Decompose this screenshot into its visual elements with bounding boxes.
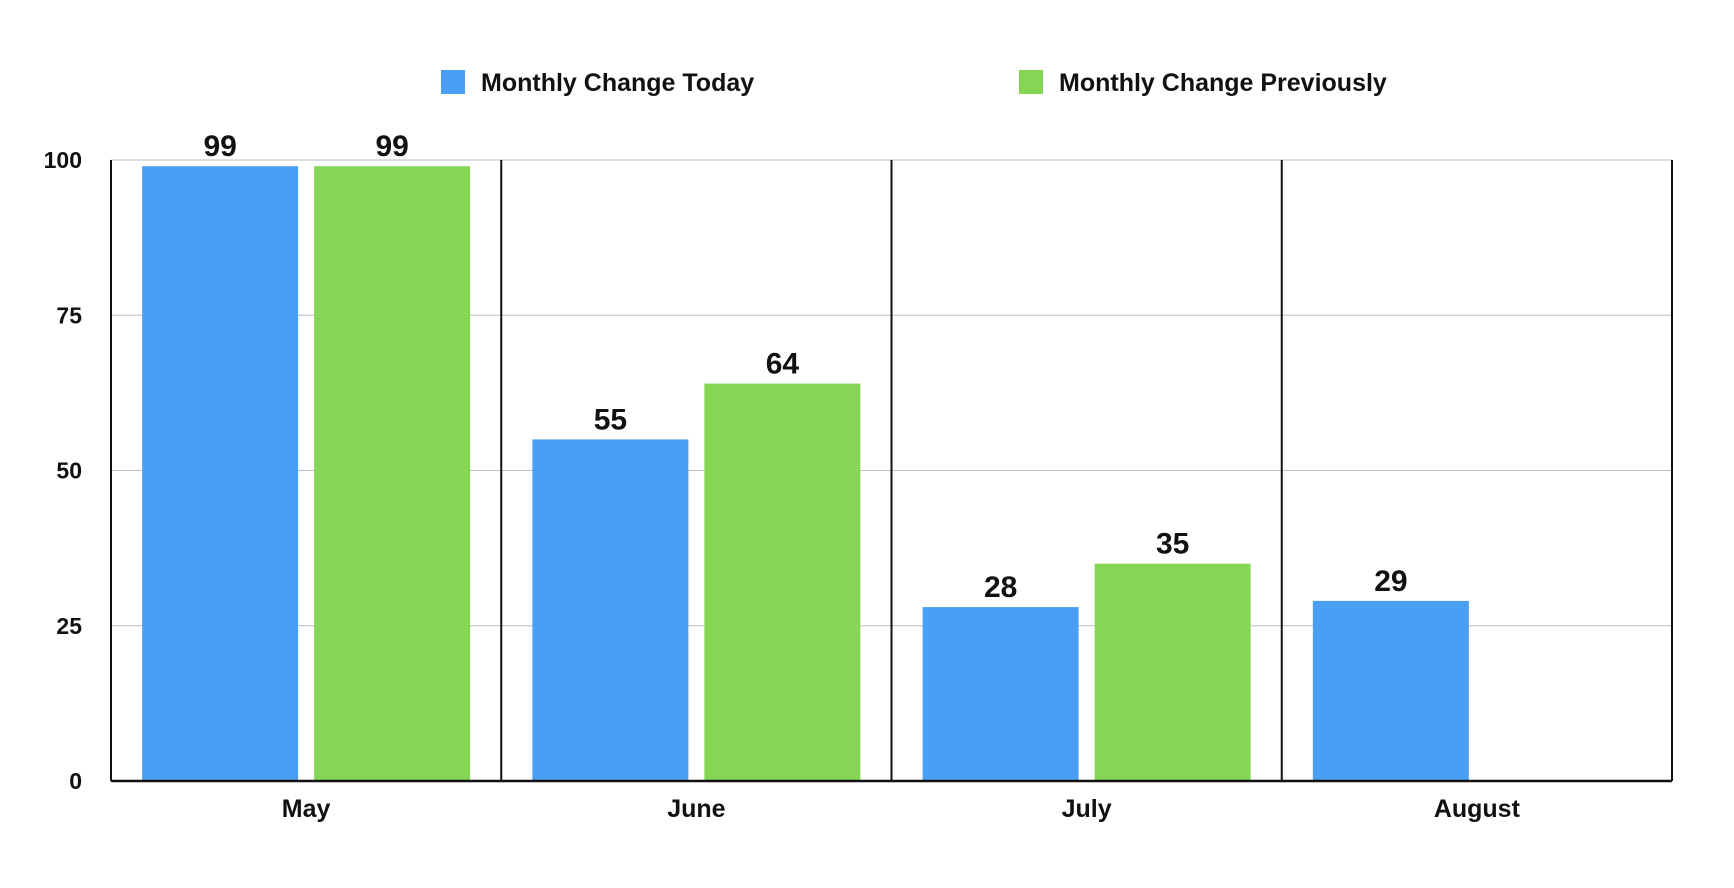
data-label: 28 — [984, 571, 1017, 604]
bar-july-series-1 — [922, 607, 1079, 781]
legend-swatch — [1019, 70, 1043, 94]
bar-august-series-1 — [1312, 600, 1469, 781]
y-tick-label: 75 — [56, 302, 82, 328]
data-label: 29 — [1374, 565, 1407, 598]
data-label: 99 — [375, 130, 408, 163]
x-tick-label: May — [282, 795, 331, 823]
x-tick-label: July — [1062, 795, 1112, 823]
bar-july-series-2 — [1094, 563, 1251, 781]
bar-june-series-1 — [532, 439, 689, 781]
y-tick-label: 100 — [44, 147, 82, 173]
y-tick-label: 50 — [56, 458, 82, 484]
legend-label: Monthly Change Today — [481, 69, 754, 97]
data-label: 64 — [766, 348, 800, 381]
bar-june-series-2 — [704, 383, 861, 781]
data-label: 99 — [203, 130, 236, 163]
x-tick-label: June — [667, 795, 725, 823]
data-label: 55 — [594, 403, 627, 436]
bar-may-series-2 — [314, 166, 471, 781]
y-tick-label: 25 — [56, 613, 82, 639]
bar-may-series-1 — [142, 166, 299, 781]
x-tick-label: August — [1434, 795, 1521, 823]
data-label: 35 — [1156, 528, 1189, 561]
legend-label: Monthly Change Previously — [1059, 69, 1387, 97]
y-tick-label: 0 — [69, 768, 82, 794]
legend-swatch — [441, 70, 465, 94]
